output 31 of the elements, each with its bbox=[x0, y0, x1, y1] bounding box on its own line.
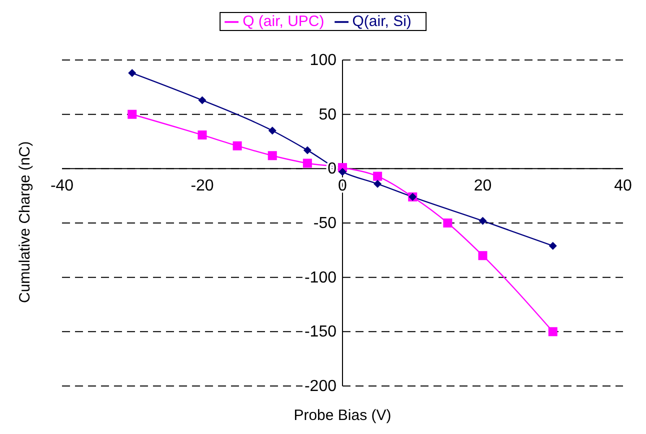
x-tick-label: 20 bbox=[474, 178, 492, 195]
point bbox=[128, 110, 137, 119]
point bbox=[268, 126, 276, 135]
point bbox=[338, 168, 346, 176]
point bbox=[302, 158, 312, 168]
x-tick-label: 40 bbox=[614, 178, 632, 195]
x-tick-label: -40 bbox=[50, 178, 74, 195]
legend-label: Q (air, UPC) bbox=[242, 13, 324, 30]
legend-label: Q(air, Si) bbox=[352, 13, 412, 30]
y-tick-label: -100 bbox=[304, 269, 337, 286]
point bbox=[373, 172, 382, 181]
point bbox=[443, 218, 452, 228]
point bbox=[232, 141, 242, 150]
point bbox=[198, 96, 206, 104]
y-tick-label: 50 bbox=[318, 106, 337, 124]
point bbox=[268, 151, 277, 160]
y-tick-label: -50 bbox=[313, 215, 337, 232]
y-tick-label: -200 bbox=[304, 378, 337, 395]
point bbox=[198, 130, 207, 140]
point bbox=[478, 251, 488, 260]
y-tick-label: -150 bbox=[304, 324, 337, 341]
point bbox=[548, 327, 558, 336]
x-axis-title: Probe Bias (V) bbox=[294, 407, 392, 424]
x-tick-label: -20 bbox=[190, 178, 214, 195]
y-tick-label: 100 bbox=[310, 52, 337, 69]
point bbox=[374, 180, 382, 188]
point bbox=[548, 242, 557, 250]
point bbox=[478, 216, 487, 225]
point bbox=[128, 69, 136, 78]
y-axis-title: Cumulative Charge (nC) bbox=[16, 141, 34, 303]
point bbox=[303, 146, 312, 154]
